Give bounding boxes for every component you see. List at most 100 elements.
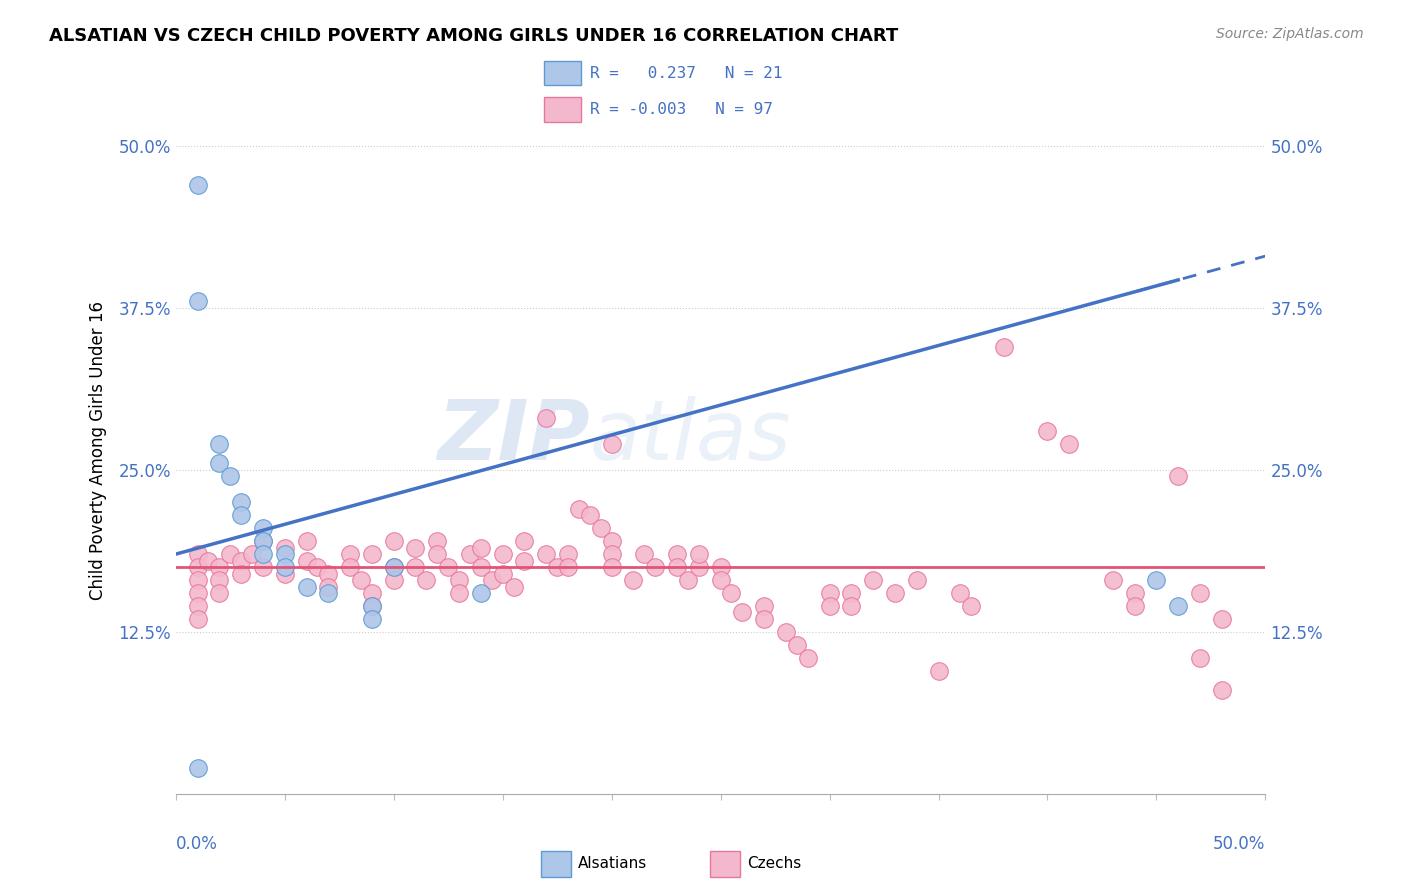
Point [1123, 586, 1146, 600]
Text: R =   0.237   N = 21: R = 0.237 N = 21 [591, 66, 783, 81]
Point [197, 553, 219, 567]
Point [754, 599, 776, 613]
Point [1123, 599, 1146, 613]
Point [382, 534, 405, 549]
Point [208, 437, 231, 451]
Text: Czechs: Czechs [747, 855, 801, 871]
Point [579, 508, 602, 523]
Point [775, 624, 797, 639]
Point [600, 560, 623, 574]
Text: ZIP: ZIP [437, 396, 591, 477]
Point [447, 573, 470, 587]
Point [960, 599, 983, 613]
Point [252, 560, 274, 574]
FancyBboxPatch shape [541, 851, 571, 877]
Point [274, 547, 297, 561]
Point [884, 586, 907, 600]
FancyBboxPatch shape [544, 62, 581, 86]
Text: 50.0%: 50.0% [1213, 835, 1265, 853]
Point [186, 612, 209, 626]
Point [186, 586, 209, 600]
Point [405, 541, 427, 555]
Point [208, 560, 231, 574]
Point [470, 560, 492, 574]
Point [786, 638, 808, 652]
Point [382, 573, 405, 587]
Point [534, 547, 557, 561]
Point [470, 586, 492, 600]
Point [274, 541, 297, 555]
Point [295, 580, 318, 594]
FancyBboxPatch shape [544, 97, 581, 122]
Point [252, 547, 274, 561]
Point [688, 560, 710, 574]
Point [186, 178, 209, 192]
Point [993, 340, 1015, 354]
Point [219, 547, 242, 561]
Point [862, 573, 884, 587]
Point [710, 573, 733, 587]
Point [360, 612, 382, 626]
Point [796, 650, 818, 665]
Point [350, 573, 373, 587]
Point [339, 560, 361, 574]
Point [676, 573, 699, 587]
Point [513, 553, 536, 567]
Point [360, 586, 382, 600]
Point [252, 521, 274, 535]
Text: R = -0.003   N = 97: R = -0.003 N = 97 [591, 102, 773, 117]
Point [382, 560, 405, 574]
Point [720, 586, 742, 600]
Point [186, 599, 209, 613]
Point [928, 664, 950, 678]
Point [1167, 469, 1189, 483]
Point [841, 586, 863, 600]
Point [666, 547, 689, 561]
Point [534, 411, 557, 425]
Point [231, 566, 253, 581]
Point [1057, 437, 1080, 451]
Point [1036, 424, 1059, 438]
Point [318, 566, 340, 581]
Point [437, 560, 460, 574]
Text: 0.0%: 0.0% [176, 835, 218, 853]
Point [666, 560, 689, 574]
Point [405, 560, 427, 574]
Point [382, 560, 405, 574]
Point [905, 573, 928, 587]
Point [219, 469, 242, 483]
Point [731, 606, 754, 620]
Text: atlas: atlas [591, 396, 792, 477]
Point [1167, 599, 1189, 613]
Point [557, 547, 579, 561]
Point [426, 534, 449, 549]
Point [710, 560, 733, 574]
Point [186, 294, 209, 309]
Point [492, 566, 515, 581]
Point [360, 547, 382, 561]
Point [274, 560, 297, 574]
Point [231, 495, 253, 509]
Point [231, 508, 253, 523]
Text: Alsatians: Alsatians [578, 855, 647, 871]
Point [339, 547, 361, 561]
Point [252, 534, 274, 549]
Point [295, 553, 318, 567]
Point [1211, 683, 1233, 698]
Point [841, 599, 863, 613]
Point [240, 547, 263, 561]
Point [644, 560, 666, 574]
Point [688, 547, 710, 561]
Point [621, 573, 644, 587]
Point [470, 541, 492, 555]
Point [458, 547, 481, 561]
Y-axis label: Child Poverty Among Girls Under 16: Child Poverty Among Girls Under 16 [89, 301, 107, 600]
Point [492, 547, 515, 561]
Point [600, 534, 623, 549]
Point [186, 560, 209, 574]
Point [633, 547, 655, 561]
Point [589, 521, 612, 535]
Point [231, 553, 253, 567]
Point [600, 437, 623, 451]
Point [360, 599, 382, 613]
